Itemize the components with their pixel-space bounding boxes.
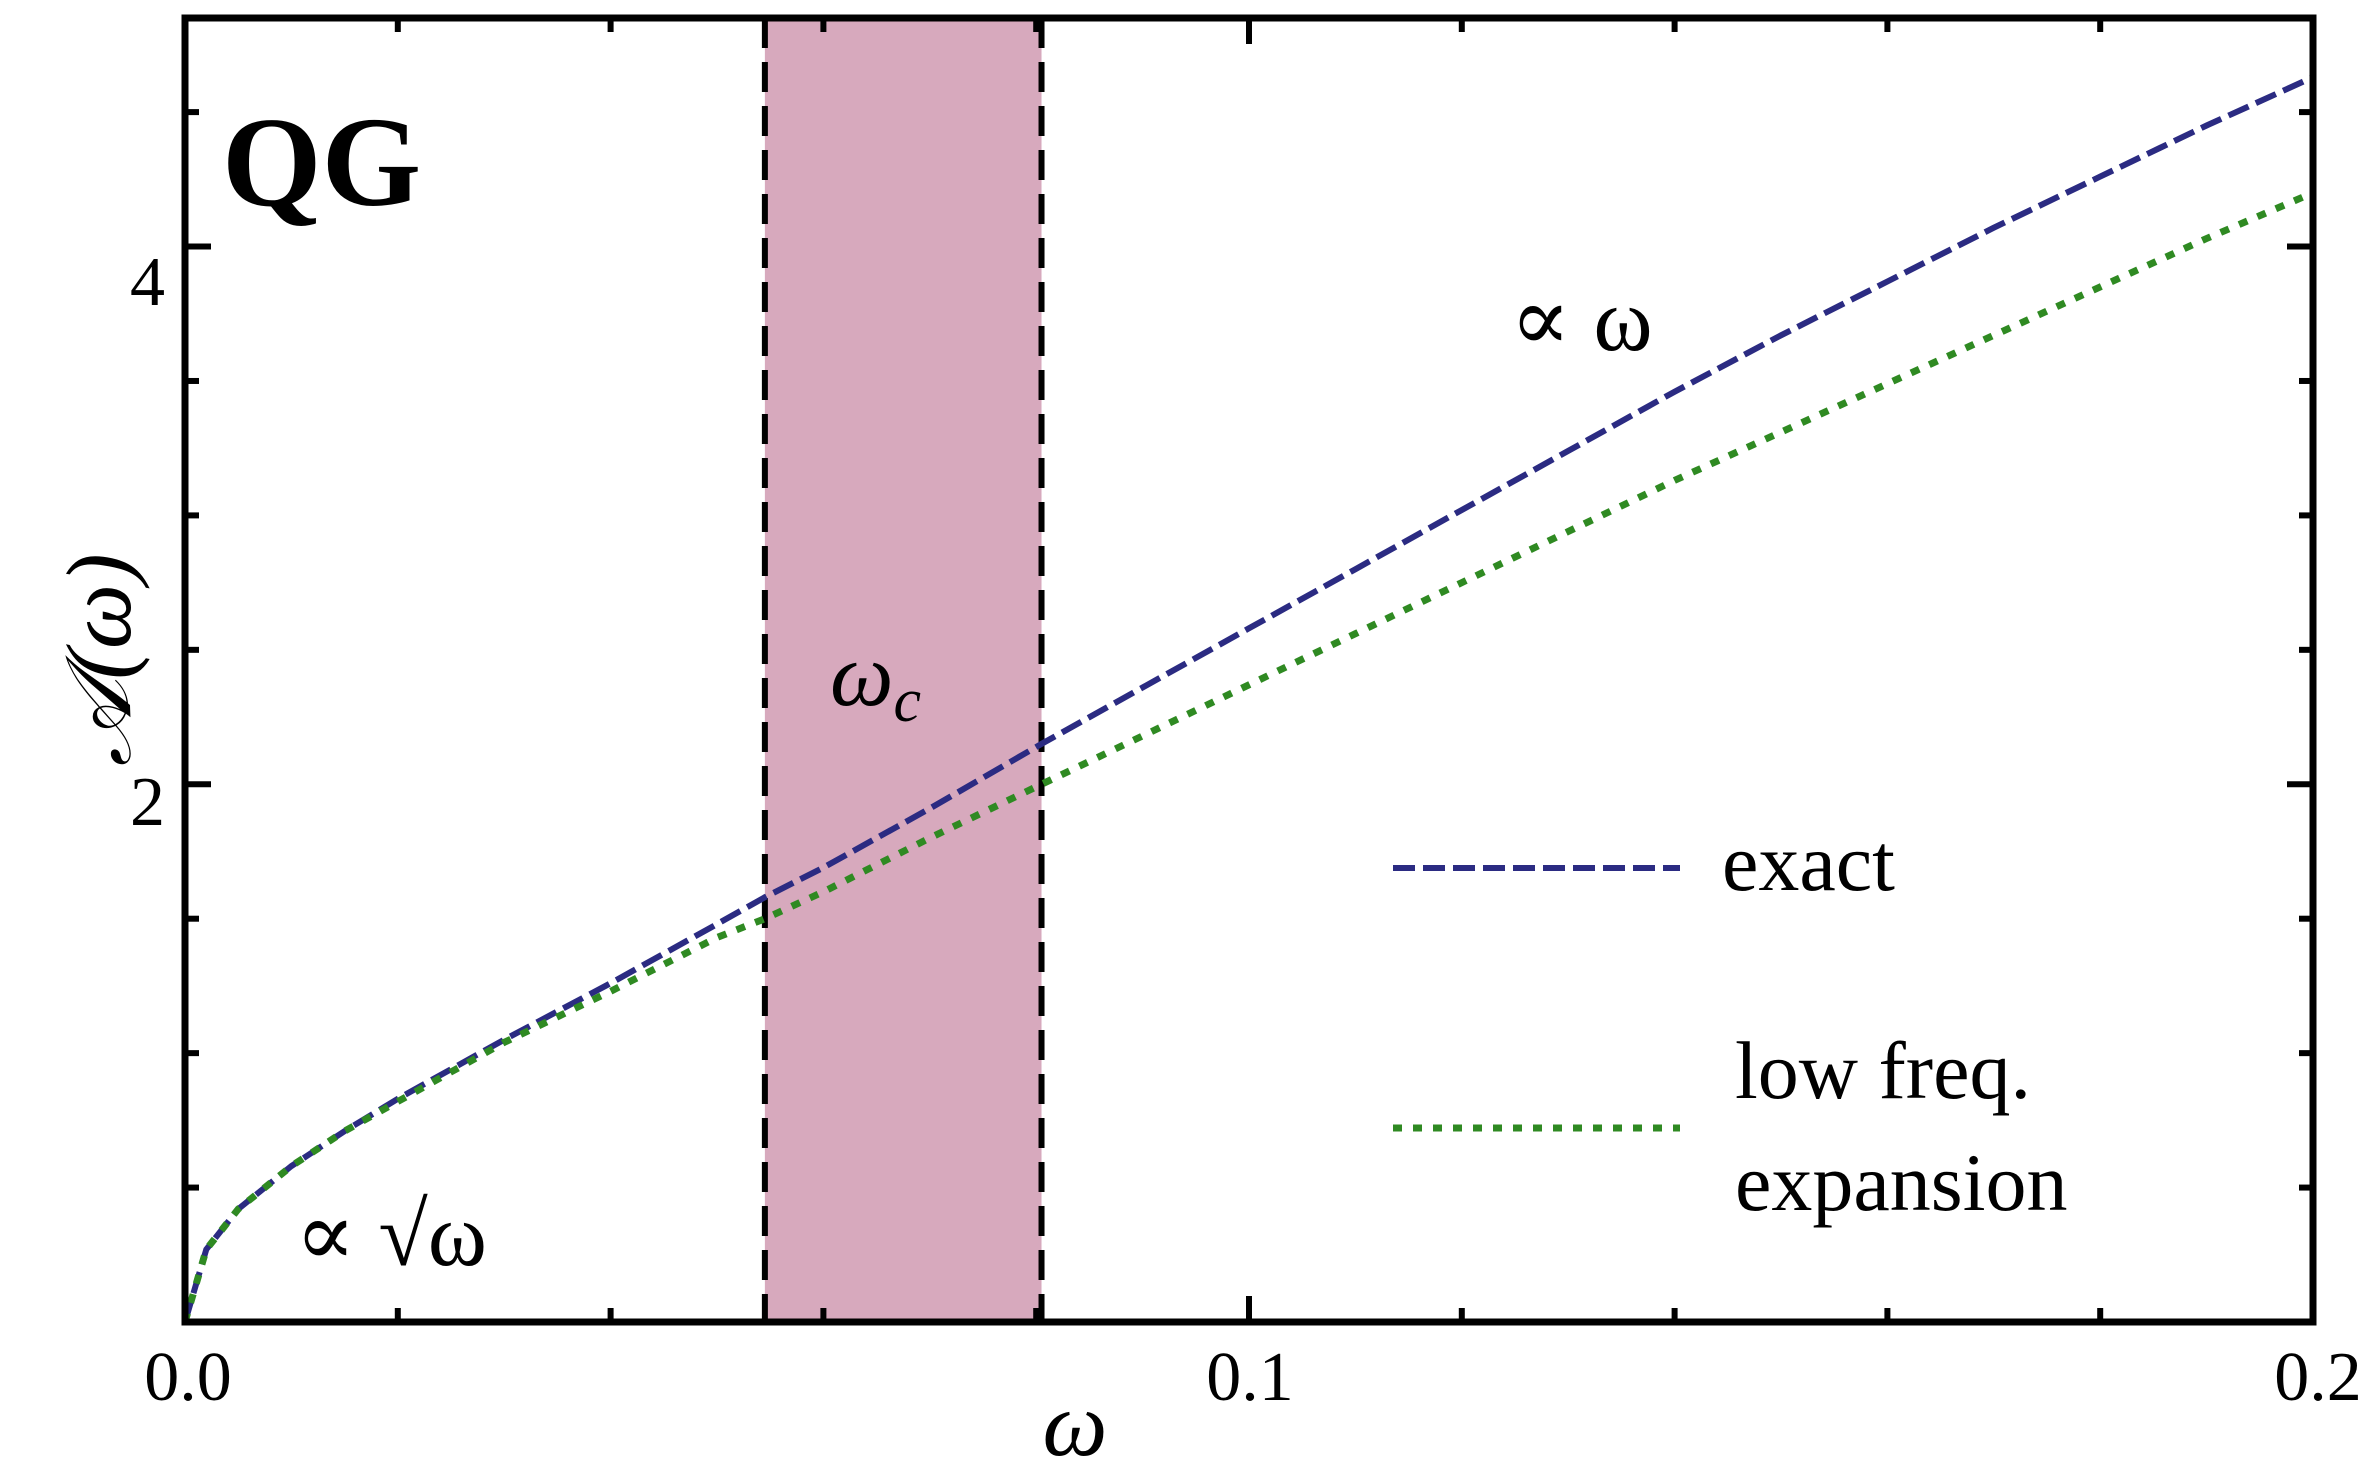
y-axis-label: 𝒜(ω) [48, 553, 150, 766]
y-tick-label-2: 2 [130, 764, 165, 841]
legend-label-low-freq-line1: low freq. [1735, 1025, 2031, 1116]
plot-frame [181, 14, 2317, 1326]
series-exact-line [182, 74, 2315, 1323]
y-tick-label-4: 4 [130, 244, 165, 321]
x-axis-label: ω [1043, 1373, 1108, 1460]
annotation-linear: ∝ ω [1510, 271, 1653, 370]
legend-label-exact: exact [1722, 817, 1895, 908]
panel-label: QG [222, 91, 421, 233]
x-tick-label-2: 0.2 [2274, 1339, 2362, 1416]
annotation-sqrt: ∝ √ω [295, 1186, 487, 1285]
x-tick-label-1: 0.1 [1206, 1339, 1294, 1416]
axis-ticks [182, 18, 2316, 1325]
legend-label-low-freq-line2: expansion [1735, 1137, 2067, 1228]
band-label: ωc [830, 626, 921, 735]
x-tick-label-0: 0.0 [144, 1339, 232, 1416]
critical-frequency-band [764, 18, 1042, 1322]
